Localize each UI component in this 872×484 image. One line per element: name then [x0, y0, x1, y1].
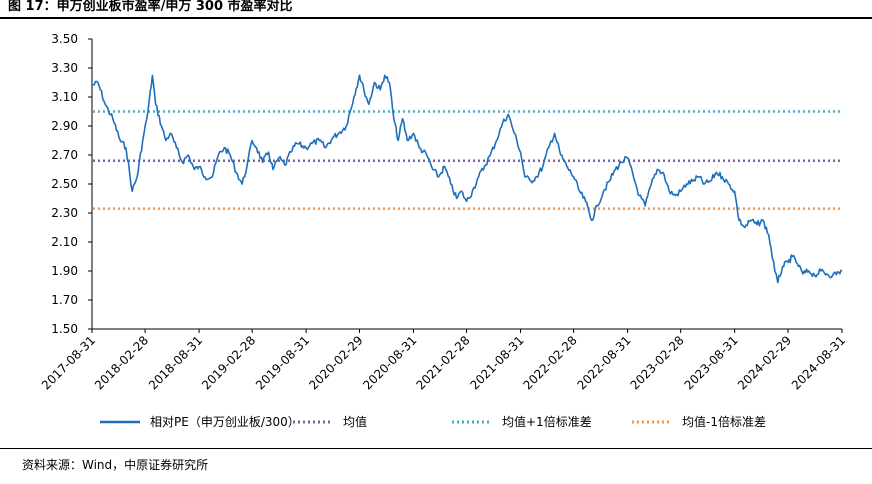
y-tick-label: 2.90: [51, 119, 78, 133]
y-tick-label: 3.30: [51, 61, 78, 75]
y-tick-label: 1.50: [51, 322, 78, 336]
x-tick-label: 2021-02-28: [413, 333, 472, 392]
legend-label-3: 均值-1倍标准差: [682, 414, 766, 429]
x-tick-label: 2018-08-31: [146, 333, 205, 392]
x-tick-label: 2019-02-28: [199, 333, 258, 392]
y-tick-label: 2.50: [51, 177, 78, 191]
y-tick-label: 1.70: [51, 293, 78, 307]
y-tick-label: 3.10: [51, 90, 78, 104]
x-tick-label: 2024-08-31: [789, 333, 848, 392]
legend-label-2: 均值+1倍标准差: [502, 414, 592, 429]
legend-label-1: 均值: [343, 414, 367, 429]
x-tick-label: 2023-08-31: [682, 333, 741, 392]
x-tick-label: 2020-02-29: [306, 333, 365, 392]
series-layer: [91, 74, 843, 284]
bottom-rule: [0, 448, 872, 449]
top-rule: [0, 17, 872, 19]
line-chart: 1.50 1.70 1.90 2.10 2.30 2.50 2.70 2.90 3.10 3.30…: [39, 32, 848, 429]
x-tick-label: 2020-08-31: [360, 333, 419, 392]
x-tick-label: 2018-02-28: [92, 333, 151, 392]
y-tick-label: 3.50: [51, 32, 78, 46]
x-tick-label: 2017-08-31: [39, 333, 98, 392]
reference-lines: [93, 110, 842, 210]
y-tick-label: 2.70: [51, 148, 78, 162]
legend-label-0: 相对PE（申万创业板/300）: [150, 415, 300, 429]
chart-title: 图 17：申万创业板市盈率/申万 300 市盈率对比: [8, 0, 293, 14]
source-note: 资料来源：Wind，中原证券研究所: [22, 458, 209, 472]
x-tick-label: 2023-02-28: [628, 333, 687, 392]
legend: 相对PE（申万创业板/300） 均值 均值+1倍标准差 均值-1倍标准差: [100, 414, 766, 429]
x-tick-label: 2019-08-31: [253, 333, 312, 392]
axes: 1.50 1.70 1.90 2.10 2.30 2.50 2.70 2.90 3.10 3.30…: [39, 32, 848, 392]
x-tick-label: 2022-08-31: [574, 333, 633, 392]
y-tick-label: 2.30: [51, 206, 78, 220]
y-tick-label: 2.10: [51, 235, 78, 249]
x-tick-label: 2022-02-28: [521, 333, 580, 392]
y-tick-label: 1.90: [51, 264, 78, 278]
x-tick-label: 2021-08-31: [467, 333, 526, 392]
x-tick-label: 2024-02-29: [735, 333, 794, 392]
series-line-relative-pe: [91, 74, 843, 284]
